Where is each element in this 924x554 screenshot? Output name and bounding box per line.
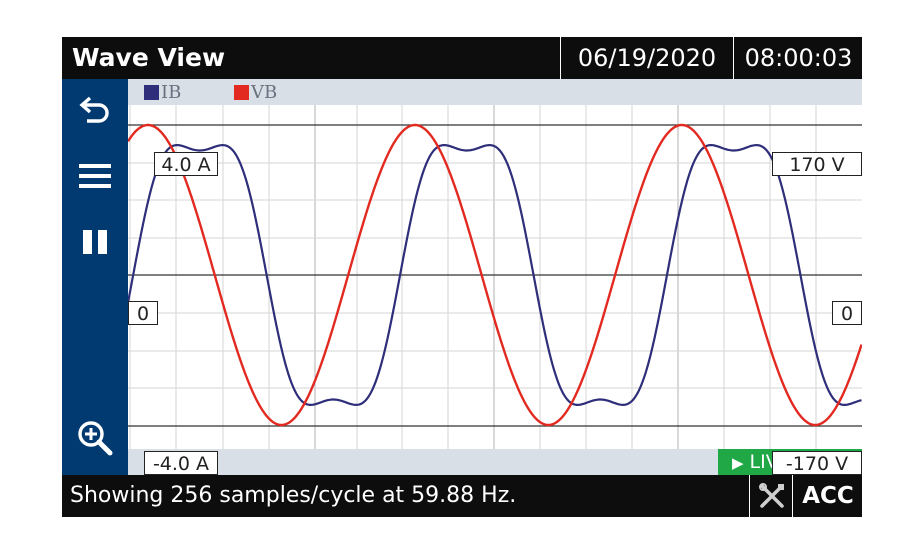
series-line-vb xyxy=(128,123,862,427)
pause-button[interactable] xyxy=(62,217,128,267)
header-bar: Wave View 06/19/2020 08:00:03 xyxy=(62,37,862,79)
current-max-label: 4.0 A xyxy=(154,152,218,176)
zoom-in-icon xyxy=(78,421,113,456)
current-zero-label: 0 xyxy=(128,301,158,325)
voltage-zero-label: 0 xyxy=(832,301,862,325)
legend-swatch-vb xyxy=(234,84,249,100)
legend-item-ib: IB xyxy=(144,81,182,103)
voltage-min-label: -170 V xyxy=(772,451,862,475)
page-title: Wave View xyxy=(72,43,226,72)
menu-icon xyxy=(79,164,111,188)
current-min-label: -4.0 A xyxy=(144,451,218,475)
zoom-button[interactable] xyxy=(62,413,128,463)
tools-button[interactable] xyxy=(749,475,793,517)
status-message: Showing 256 samples/cycle at 59.88 Hz. xyxy=(70,483,517,508)
tools-icon xyxy=(758,483,784,508)
legend-label-ib: IB xyxy=(161,81,182,103)
device-screen: Wave View 06/19/2020 08:00:03 xyxy=(62,37,862,517)
back-button[interactable] xyxy=(62,87,128,137)
undo-icon xyxy=(79,96,109,123)
waveform-chart xyxy=(128,105,862,449)
legend: IB VB xyxy=(128,79,862,105)
legend-label-vb: VB xyxy=(251,81,278,103)
sidebar xyxy=(62,79,128,475)
pause-icon xyxy=(83,230,107,254)
legend-item-vb: VB xyxy=(234,81,278,103)
waveform-plot: IB VB ▶ LIVE 4.0 A 0 -4.0 A 170 V 0 -170 … xyxy=(128,79,862,475)
time-display: 08:00:03 xyxy=(733,37,862,79)
menu-button[interactable] xyxy=(62,151,128,201)
legend-swatch-ib xyxy=(144,84,159,100)
acc-button[interactable]: ACC xyxy=(792,475,862,517)
series-line-ib xyxy=(128,143,862,407)
voltage-max-label: 170 V xyxy=(772,152,862,176)
status-bar: Showing 256 samples/cycle at 59.88 Hz. A… xyxy=(62,475,862,517)
play-icon: ▶ xyxy=(732,454,744,472)
date-display: 06/19/2020 xyxy=(560,37,733,79)
